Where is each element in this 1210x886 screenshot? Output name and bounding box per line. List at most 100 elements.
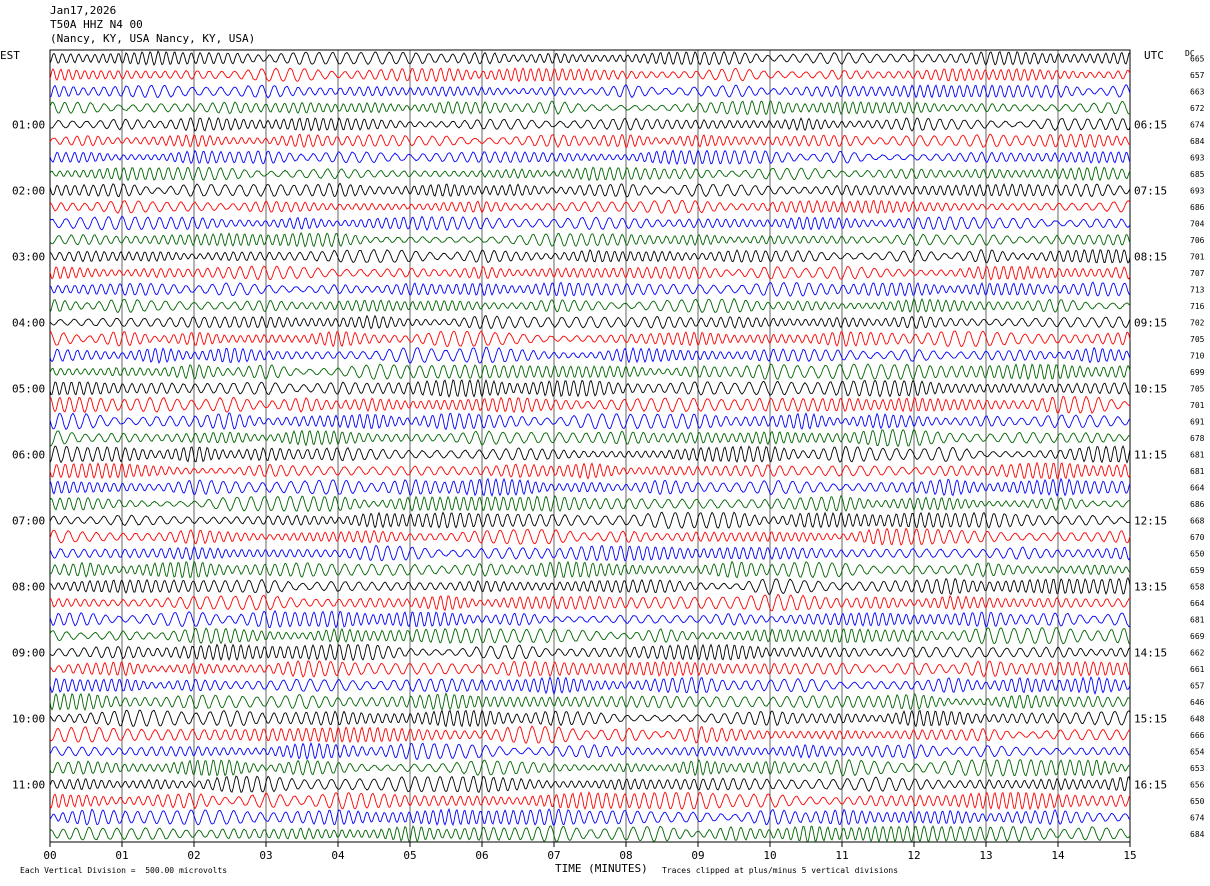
right-time-label: 09:15 xyxy=(1134,316,1167,329)
x-tick-label: 14 xyxy=(1051,849,1065,862)
left-time-label: 06:00 xyxy=(12,448,45,461)
left-time-label: 04:00 xyxy=(12,316,45,329)
x-tick-label: 06 xyxy=(475,849,488,862)
trace-line xyxy=(49,297,1131,314)
trace-line xyxy=(49,791,1131,811)
left-time-label: 03:00 xyxy=(12,250,45,263)
dc-offset-label: 656 xyxy=(1190,780,1205,789)
trace-line xyxy=(49,444,1131,464)
x-tick-label: 12 xyxy=(907,849,920,862)
station-location: (Nancy, KY, USA Nancy, KY, USA) xyxy=(50,32,256,45)
trace-line xyxy=(49,675,1131,696)
trace-line xyxy=(49,116,1131,132)
trace-line xyxy=(49,527,1131,546)
dc-offset-label: 681 xyxy=(1190,467,1205,476)
x-tick-label: 00 xyxy=(43,849,56,862)
trace-line xyxy=(49,692,1131,712)
dc-offset-label: 691 xyxy=(1190,417,1205,426)
dc-offset-label: 663 xyxy=(1190,87,1205,96)
right-time-label: 13:15 xyxy=(1134,580,1167,593)
left-time-label: 01:00 xyxy=(12,118,45,131)
dc-offset-label: 665 xyxy=(1190,54,1205,63)
dc-offset-label: 681 xyxy=(1190,450,1205,459)
dc-offset-label: 659 xyxy=(1190,566,1205,575)
dc-offset-label: 648 xyxy=(1190,714,1205,723)
right-time-label: 07:15 xyxy=(1134,184,1167,197)
right-time-label: 08:15 xyxy=(1134,250,1167,263)
plot-date: Jan17,2026 xyxy=(50,4,117,17)
left-time-label: 11:00 xyxy=(12,778,45,791)
trace-line xyxy=(49,709,1131,728)
trace-line xyxy=(49,428,1130,448)
dc-offset-label: 664 xyxy=(1190,483,1205,492)
dc-offset-label: 704 xyxy=(1190,219,1205,228)
dc-offset-label: 669 xyxy=(1190,632,1205,641)
dc-offset-label: 686 xyxy=(1190,203,1205,212)
dc-offset-label: 701 xyxy=(1190,401,1205,410)
left-time-label: 10:00 xyxy=(12,712,45,725)
trace-line xyxy=(49,314,1131,330)
trace-line xyxy=(49,660,1131,678)
trace-line xyxy=(49,199,1131,214)
dc-offset-label: 653 xyxy=(1190,764,1205,773)
left-time-label: 07:00 xyxy=(12,514,45,527)
right-time-label: 14:15 xyxy=(1134,646,1167,659)
trace-line xyxy=(49,100,1130,116)
x-tick-label: 10 xyxy=(763,849,776,862)
dc-offset-label: 668 xyxy=(1190,516,1205,525)
trace-line xyxy=(50,576,1131,596)
dc-offset-label: 657 xyxy=(1190,681,1205,690)
dc-offset-label: 705 xyxy=(1190,384,1205,393)
dc-offset-label: 658 xyxy=(1190,582,1205,591)
trace-line xyxy=(49,412,1131,431)
trace-line xyxy=(49,67,1131,83)
trace-line xyxy=(49,741,1131,761)
dc-offset-label: 650 xyxy=(1190,549,1205,558)
scale-note: Each Vertical Division = 500.00 microvol… xyxy=(20,866,228,875)
dc-offset-label: 678 xyxy=(1190,434,1205,443)
dc-offset-label: 684 xyxy=(1190,137,1205,146)
trace-line xyxy=(49,133,1131,149)
dc-offset-label: 666 xyxy=(1190,731,1205,740)
x-tick-label: 13 xyxy=(979,849,992,862)
dc-offset-label: 674 xyxy=(1190,120,1205,129)
dc-title: DC xyxy=(1185,49,1195,58)
trace-line xyxy=(49,775,1131,793)
trace-line xyxy=(49,725,1131,745)
right-time-label: 11:15 xyxy=(1134,448,1167,461)
x-tick-label: 03 xyxy=(259,849,272,862)
trace-line xyxy=(49,248,1131,264)
dc-offset-label: 693 xyxy=(1190,186,1205,195)
trace-line xyxy=(49,477,1131,497)
trace-line xyxy=(49,593,1130,612)
dc-offset-label: 664 xyxy=(1190,599,1205,608)
trace-line xyxy=(49,281,1131,297)
dc-offset-label: 657 xyxy=(1190,71,1205,80)
trace-line xyxy=(49,560,1131,579)
left-time-label: 08:00 xyxy=(12,580,45,593)
dc-offset-label: 674 xyxy=(1190,813,1205,822)
right-time-label: 10:15 xyxy=(1134,382,1167,395)
trace-line xyxy=(49,346,1131,365)
trace-line xyxy=(49,758,1130,778)
left-time-label: 09:00 xyxy=(12,646,45,659)
trace-line xyxy=(49,378,1131,398)
trace-line xyxy=(49,395,1131,414)
plot-frame xyxy=(49,49,1131,843)
dc-offset-label: 713 xyxy=(1190,285,1205,294)
dc-offset-label: 710 xyxy=(1190,351,1205,360)
trace-line xyxy=(49,825,1131,843)
x-tick-label: 01 xyxy=(115,849,128,862)
x-tick-label: 05 xyxy=(403,849,416,862)
trace-line xyxy=(49,609,1131,629)
trace-line xyxy=(49,166,1131,182)
trace-line xyxy=(49,330,1131,348)
x-tick-label: 11 xyxy=(835,849,848,862)
right-time-label: 12:15 xyxy=(1134,514,1167,527)
trace-line xyxy=(49,231,1131,248)
right-time-label: 15:15 xyxy=(1134,712,1167,725)
x-tick-label: 07 xyxy=(547,849,560,862)
trace-line xyxy=(49,84,1131,99)
x-tick-label: 09 xyxy=(691,849,704,862)
dc-offset-label: 685 xyxy=(1190,170,1205,179)
